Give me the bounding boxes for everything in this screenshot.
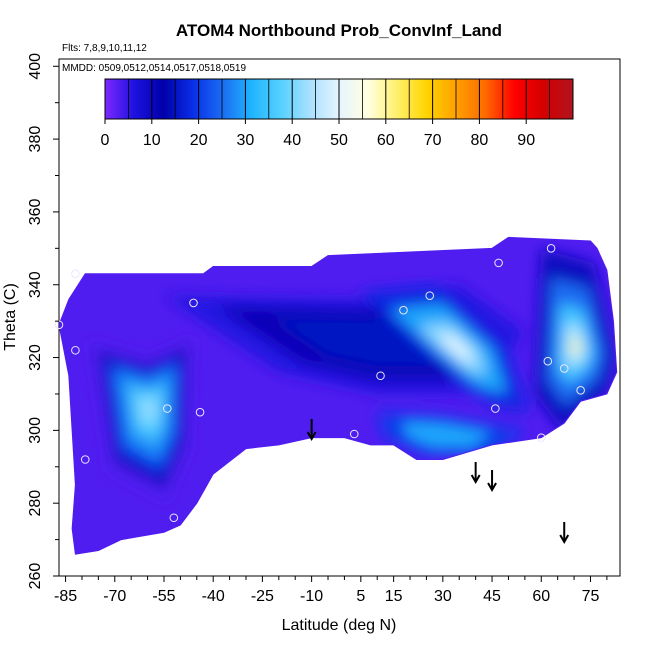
x-tick-label: -55 [152,588,175,605]
sample-point [425,291,435,300]
colorbar-tick-label: 0 [101,132,110,149]
sample-point [195,407,205,417]
colorbar-tick-label: 40 [283,132,301,149]
x-tick-label: -85 [54,588,77,605]
y-axis-label: Theta (C) [2,283,19,351]
y-tick-label: 400 [27,53,44,80]
y-tick-label: 320 [27,344,44,371]
y-tick-label: 300 [27,417,44,444]
colorbar: 0 10 20 30 40 50 60 70 80 90 [101,78,574,149]
colorbar-tick-label: 50 [330,132,348,149]
x-tick-label: 45 [483,588,501,605]
x-tick-label: 75 [582,588,600,605]
sample-point [169,513,179,523]
x-axis-label: Latitude (deg N) [282,617,397,634]
sample-point [189,298,198,308]
dates-note: MMDD: 0509,0512,0514,0517,0518,0519 [62,63,246,74]
sample-points [54,244,585,523]
colorbar-tick-label: 80 [471,132,489,149]
sample-point [546,244,556,253]
arrow-marker [470,462,481,485]
plot-area [54,58,621,577]
flights-note: Flts: 7,8,9,10,11,12 [62,43,147,54]
sample-point [543,356,553,366]
arrow-marker [306,419,317,442]
field-contour [402,421,492,448]
arrow-markers [306,419,570,545]
field-contour [438,336,472,362]
colorbar-tick-label: 10 [143,132,161,149]
chart-title: ATOM4 Northbound Prob_ConvInf_Land [176,21,502,40]
sample-point [376,371,385,381]
sample-point [399,305,408,315]
x-tick-label: 60 [532,588,550,605]
arrow-marker [559,522,570,545]
x-axis: -85 -70 -55 -40 -25 -10 5 15 30 45 60 75 [54,576,608,605]
sample-point [494,258,503,268]
colorbar-tick-label: 30 [237,132,255,149]
data-field [59,236,618,555]
field-features [88,248,617,504]
sample-point [162,404,172,413]
x-tick-label: 15 [385,588,403,605]
y-tick-label: 280 [27,490,44,517]
x-tick-label: -25 [251,588,274,605]
sample-point [71,269,80,279]
colorbar-tick-label: 90 [517,132,535,149]
sample-point [349,429,359,439]
field-contour [571,337,580,357]
sample-point [71,345,80,355]
y-tick-label: 360 [27,198,44,225]
y-tick-label: 340 [27,271,44,298]
sample-point [491,404,500,413]
colorbar-tick-label: 20 [190,132,208,149]
field-contour [138,395,158,427]
x-tick-label: -40 [202,588,225,605]
sample-point [576,386,585,395]
sample-point [559,364,569,373]
y-axis: 260 280 300 320 340 360 380 400 [27,53,59,590]
sample-point [536,433,546,442]
x-tick-label: -10 [300,588,323,605]
field-edge [59,236,618,555]
y-tick-label: 380 [27,126,44,153]
y-tick-label: 260 [27,563,44,590]
colorbar-ticks: 0 10 20 30 40 50 60 70 80 90 [101,79,550,149]
arrow-marker [487,470,497,493]
x-tick-label: 30 [434,588,452,605]
colorbar-tick-label: 60 [377,132,395,149]
x-tick-label: -70 [103,588,126,605]
x-tick-label: 5 [356,588,365,605]
sample-point [80,455,90,464]
colorbar-tick-label: 70 [424,132,442,149]
